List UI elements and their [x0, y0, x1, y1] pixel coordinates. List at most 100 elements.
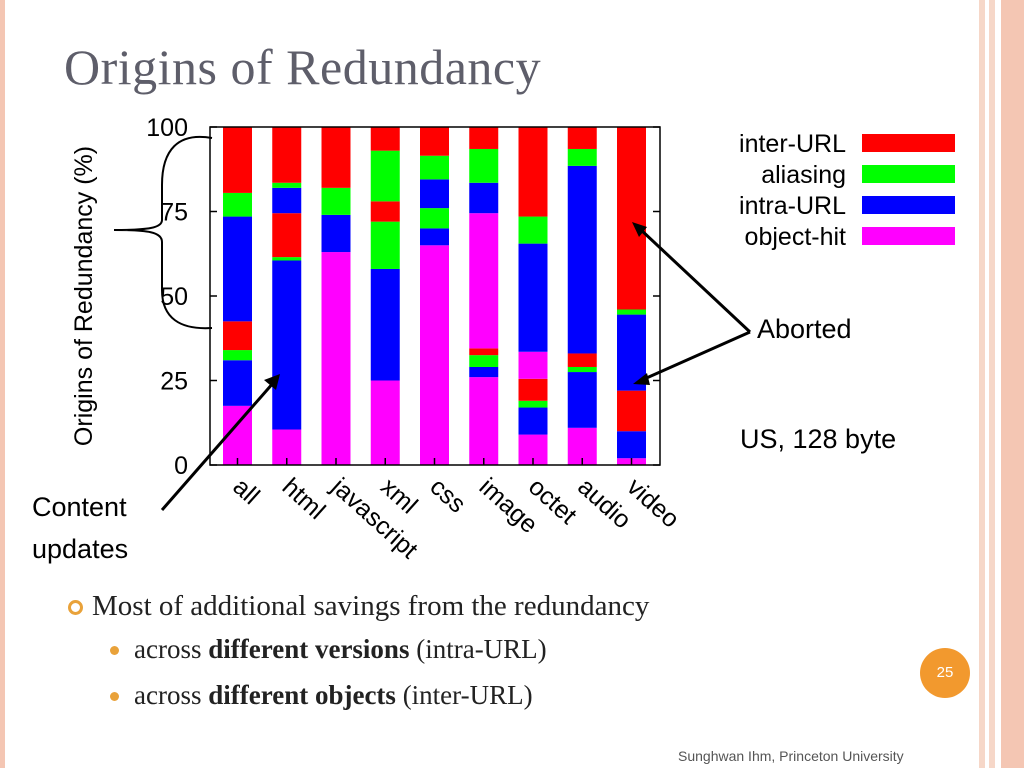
bar-segment-aliasing [370, 150, 400, 202]
bar-segment-aliasing [518, 400, 548, 408]
bar-segment-object-hit [370, 380, 400, 465]
legend-label-inter-URL: inter-URL [739, 130, 846, 158]
content-updates-arrow [160, 381, 276, 511]
bar-segment-inter-URL [567, 127, 597, 149]
bar-segment-aliasing [370, 221, 400, 269]
dot-bullet-icon [110, 692, 119, 701]
bar-segment-intra-URL [617, 431, 646, 459]
bar-segment-aliasing [617, 309, 646, 315]
bar-segment-inter-URL [518, 127, 548, 217]
aborted-label: Aborted [757, 314, 852, 344]
left-border [0, 0, 5, 768]
bullet-sub-2-bold: different objects [208, 680, 396, 710]
bullet-sub-1-bold: different versions [208, 634, 410, 664]
bullet-main: Most of additional savings from the redu… [68, 586, 649, 626]
bar-segment-inter-URL [617, 127, 646, 310]
bar-segment-inter-URL [617, 390, 646, 432]
bar-segment-aliasing [567, 148, 597, 166]
bar-segment-aliasing [567, 366, 597, 373]
bar-segment-inter-URL [370, 127, 400, 151]
bar-segment-aliasing [420, 208, 449, 229]
bullet-sub-2-post: (inter-URL) [395, 680, 533, 710]
bar-segment-inter-URL [469, 127, 499, 149]
y-tick-label: 100 [146, 114, 188, 142]
bar-segment-intra-URL [420, 228, 449, 246]
slide-title: Origins of Redundancy [64, 39, 542, 95]
bar-segment-intra-URL [321, 214, 351, 253]
bar-segment-intra-URL [272, 260, 302, 430]
bar-segment-intra-URL [223, 360, 252, 406]
bar-segment-intra-URL [420, 179, 449, 209]
aborted-arrowhead-upper [632, 222, 647, 237]
bullet-sub-1-pre: across [134, 634, 209, 664]
content-updates-arrowhead [264, 374, 280, 390]
bar-segment-intra-URL [567, 372, 597, 428]
page-number-badge: 25 [920, 648, 970, 698]
bar-segment-aliasing [469, 148, 499, 183]
bullet-main-text: Most of additional savings from the redu… [92, 590, 650, 622]
bar-segment-inter-URL [518, 378, 548, 401]
legend-label-aliasing: aliasing [761, 161, 846, 189]
bar-segment-aliasing [223, 350, 252, 361]
bar-segment-aliasing [272, 257, 302, 261]
x-tick-label-video: video [621, 473, 684, 534]
bar-segment-inter-URL [223, 321, 252, 351]
bar-segment-aliasing [223, 192, 252, 217]
bar-segment-inter-URL [469, 348, 499, 356]
x-tick-label-all: all [227, 473, 264, 511]
legend-label-object-hit: object-hit [745, 223, 846, 251]
bar-segment-aliasing [518, 216, 548, 244]
condition-label: US, 128 byte [740, 424, 897, 454]
bullet-list: Most of additional savings from the redu… [68, 586, 649, 718]
redundancy-brace [113, 135, 213, 330]
y-tick-label: 75 [160, 199, 188, 227]
bar-segment-inter-URL [420, 127, 449, 156]
bar-segment-intra-URL [567, 165, 597, 354]
bar-segment-object-hit [469, 377, 499, 465]
x-tick-label-css: css [424, 473, 471, 519]
bar-segment-intra-URL [518, 407, 548, 435]
bar-segment-inter-URL [272, 213, 302, 258]
bar-segment-intra-URL [272, 187, 302, 214]
legend-swatch-inter-URL [862, 134, 955, 152]
y-tick-label: 0 [174, 452, 188, 480]
content-updates-line2: updates [32, 534, 129, 564]
aborted-arrow-lower [641, 330, 751, 382]
bar-segment-object-hit [469, 213, 499, 349]
bar-segment-aliasing [321, 187, 351, 215]
legend-label-intra-URL: intra-URL [739, 192, 846, 220]
legend-swatch-object-hit [862, 227, 955, 245]
bullet-sub-1-post: (intra-URL) [409, 634, 547, 664]
bar-segment-aliasing [469, 355, 499, 367]
aborted-arrow-upper [638, 227, 752, 334]
bar-segment-intra-URL [223, 216, 252, 322]
y-axis-label: Origins of Redundancy (%) [70, 146, 98, 446]
x-tick-label-html: html [277, 473, 331, 525]
bar-segment-aliasing [272, 182, 302, 188]
bar-segment-inter-URL [321, 127, 351, 188]
bar-segment-intra-URL [469, 366, 499, 378]
bar-segment-intra-URL [518, 243, 548, 352]
bar-segment-inter-URL [567, 353, 597, 367]
bar-segment-object-hit [420, 245, 449, 465]
bar-segment-object-hit [518, 351, 548, 379]
y-tick-label: 25 [160, 368, 188, 396]
bar-segment-aliasing [420, 155, 449, 180]
legend-swatch-aliasing [862, 165, 955, 183]
legend-swatch-intra-URL [862, 196, 955, 214]
bar-segment-intra-URL [469, 182, 499, 214]
bar-segment-inter-URL [223, 127, 252, 193]
right-decoration [979, 0, 1024, 768]
ring-bullet-icon [68, 600, 83, 615]
footer-credit: Sunghwan Ihm, Princeton University [678, 748, 904, 764]
bar-segment-intra-URL [370, 268, 400, 381]
bullet-sub-2: across different objects (inter-URL) [68, 672, 649, 718]
dot-bullet-icon [110, 646, 119, 655]
bullet-sub-2-pre: across [134, 680, 209, 710]
content-updates-label: Content updates [32, 486, 128, 570]
x-tick-label-audio: audio [572, 473, 636, 535]
aborted-arrowhead-lower [633, 373, 650, 385]
bar-segment-inter-URL [272, 127, 302, 183]
bar-segment-inter-URL [370, 201, 400, 222]
